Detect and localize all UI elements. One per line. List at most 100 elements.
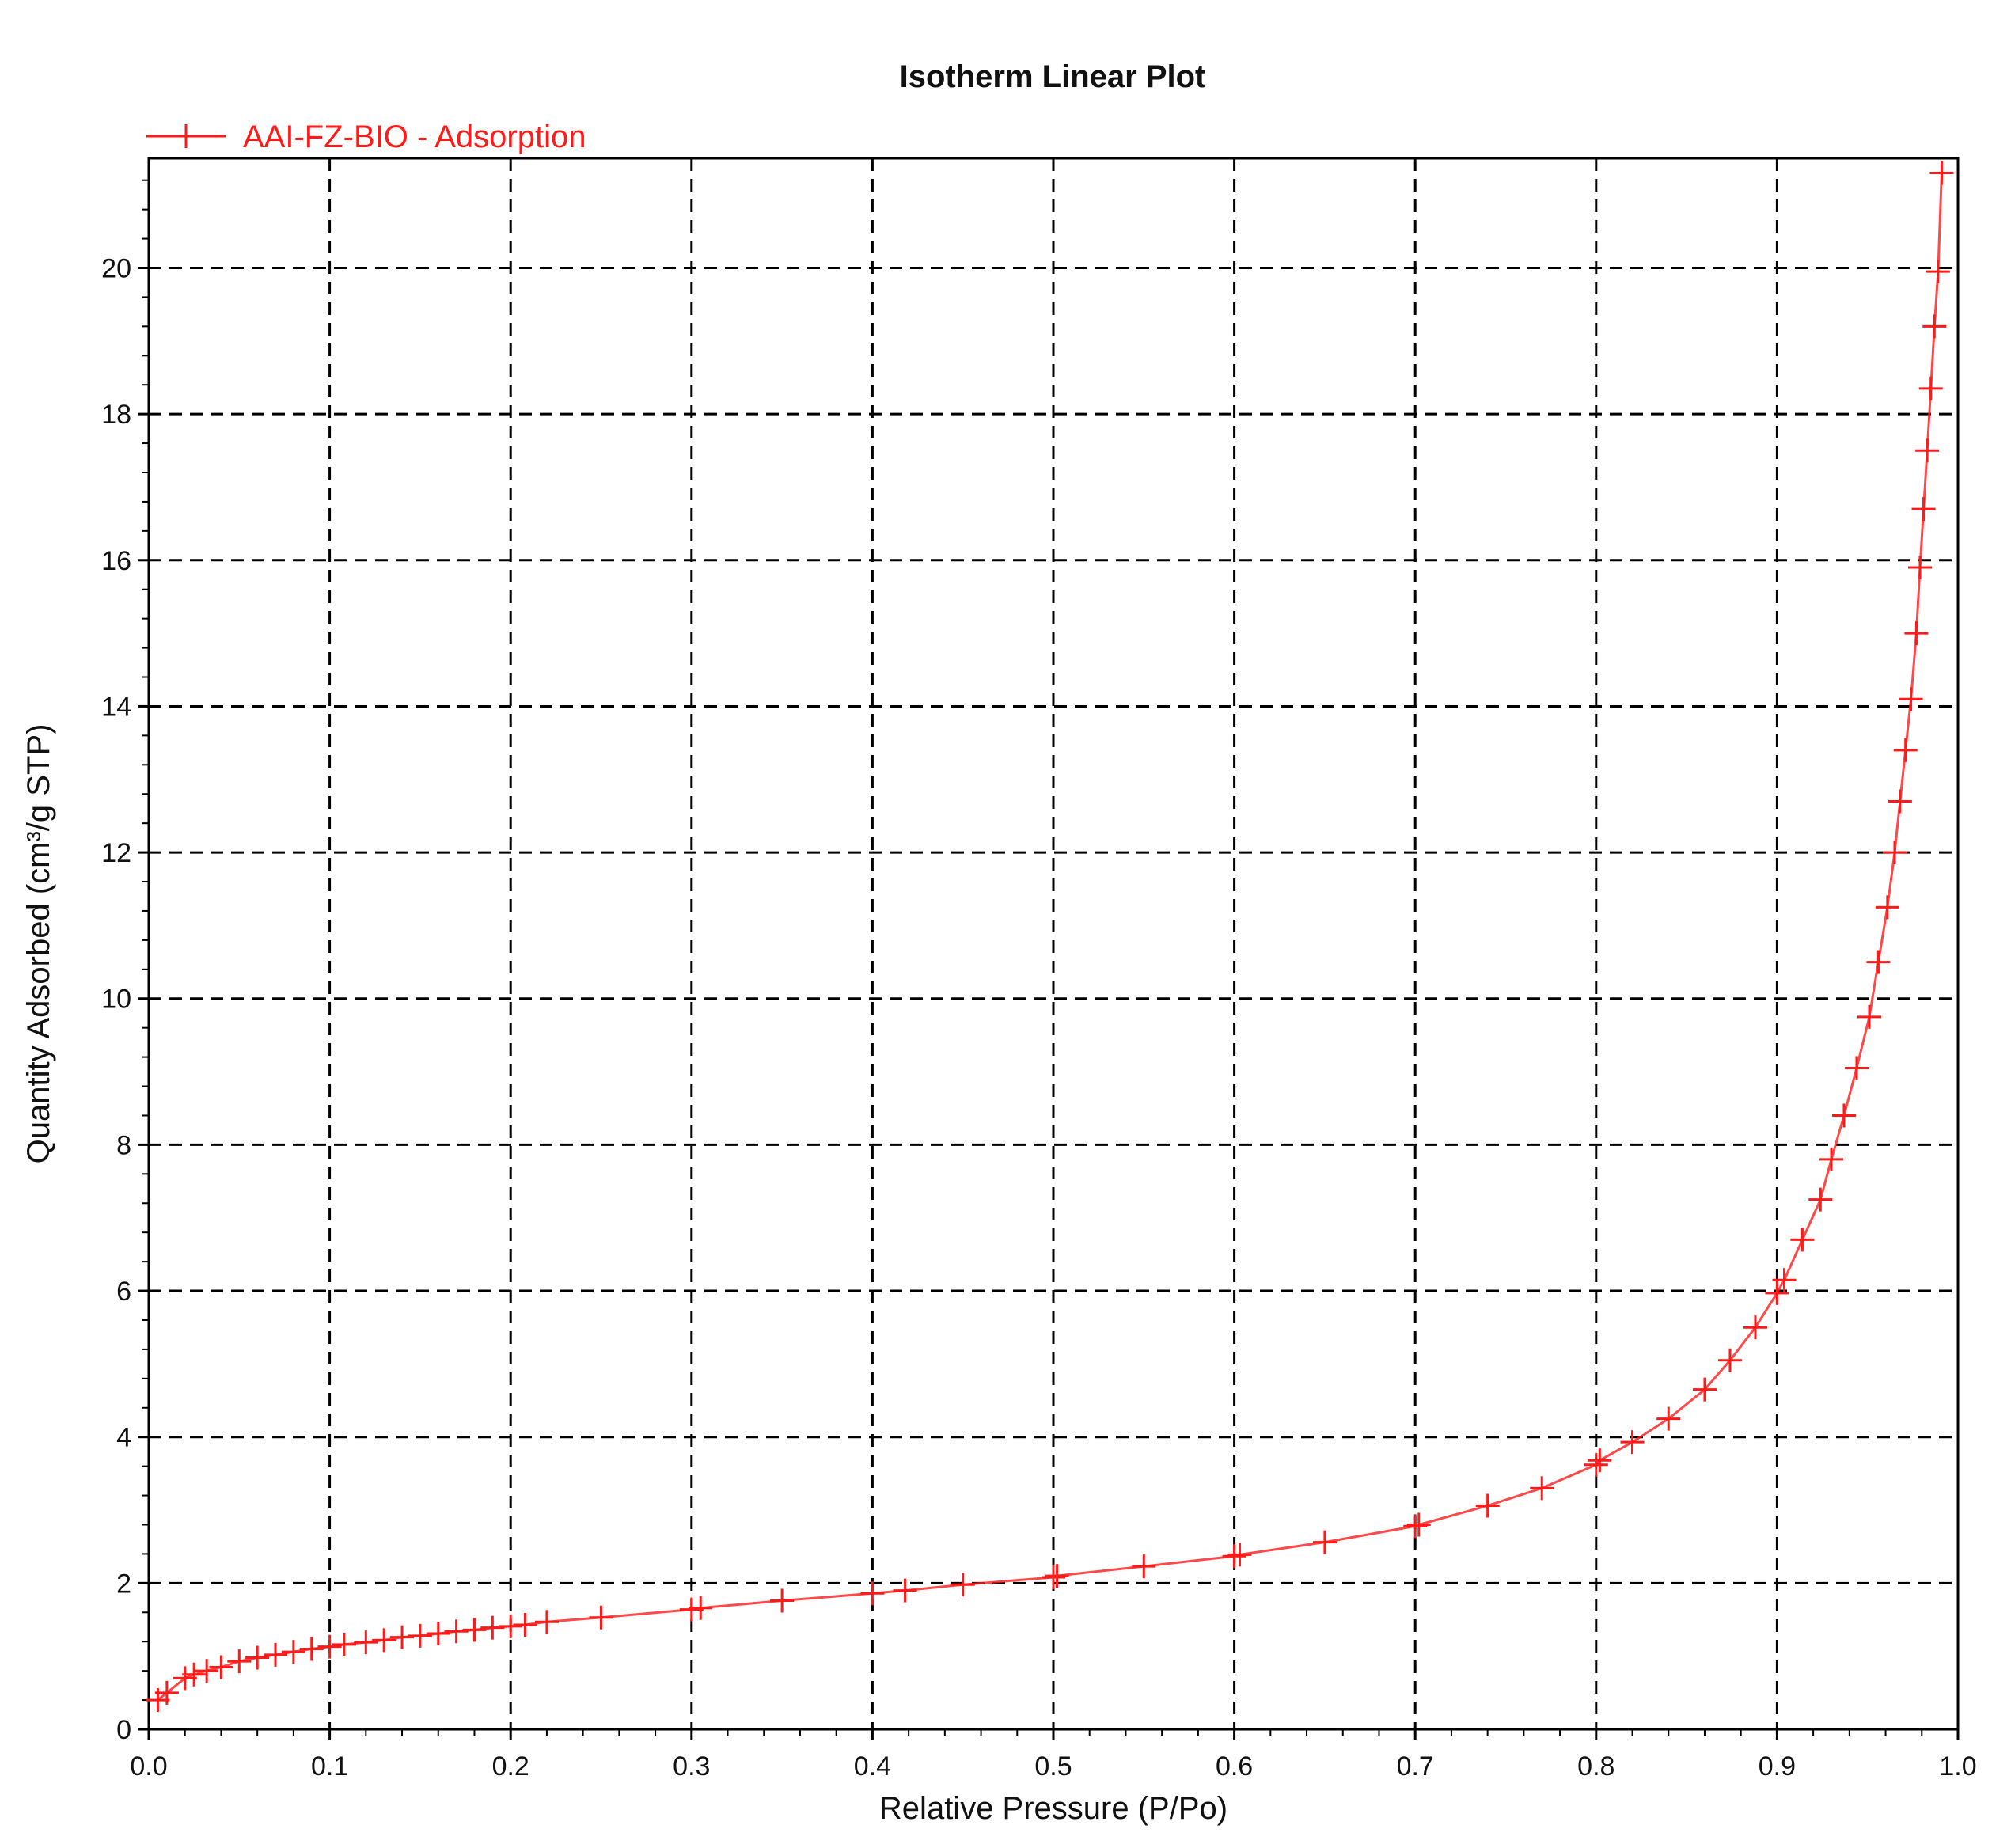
data-point-marker — [1922, 314, 1947, 339]
y-tick-label: 14 — [101, 692, 131, 722]
data-point-marker — [513, 1612, 537, 1637]
data-point-marker — [1904, 621, 1929, 646]
data-point-marker — [1588, 1448, 1612, 1473]
data-point-marker — [1042, 1565, 1065, 1589]
data-point-marker — [154, 1680, 179, 1705]
data-point-marker — [1790, 1228, 1815, 1252]
data-point-marker — [499, 1614, 523, 1638]
y-tick-label: 20 — [101, 253, 131, 283]
data-point-marker — [1929, 161, 1954, 185]
data-point-marker — [1831, 1103, 1856, 1128]
y-tick-label: 12 — [101, 838, 131, 868]
data-point-marker — [1743, 1315, 1767, 1340]
x-tick-label: 0.8 — [1577, 1751, 1614, 1782]
data-point-marker — [1227, 1543, 1252, 1567]
data-point-marker — [354, 1630, 378, 1655]
data-point-marker — [1312, 1530, 1337, 1554]
data-point-marker — [182, 1662, 207, 1687]
data-point-marker — [1403, 1514, 1428, 1539]
data-point-marker — [408, 1623, 432, 1648]
data-point-marker — [1911, 497, 1936, 522]
data-point-marker — [462, 1618, 487, 1642]
series-layer — [146, 161, 1954, 1713]
x-tick-label: 0.9 — [1759, 1751, 1796, 1782]
y-tick-label: 2 — [116, 1569, 131, 1599]
x-tick-label: 0.7 — [1397, 1751, 1434, 1782]
plot-frame — [147, 157, 1960, 1731]
data-point-marker — [390, 1625, 415, 1649]
x-tick-label: 0.1 — [311, 1751, 348, 1782]
data-point-marker — [1765, 1281, 1789, 1305]
data-point-marker — [372, 1628, 397, 1653]
y-tick-label: 6 — [116, 1277, 131, 1307]
x-tick-label: 0.2 — [492, 1751, 529, 1782]
y-tick-label: 4 — [116, 1423, 131, 1453]
data-point-marker — [227, 1649, 252, 1674]
data-point-marker — [1692, 1377, 1717, 1402]
data-point-marker — [299, 1637, 324, 1661]
legend: AAI-FZ-BIO - Adsorption — [146, 120, 586, 154]
x-tick-label: 0.5 — [1034, 1751, 1072, 1782]
x-tick-label: 0.3 — [673, 1751, 710, 1782]
y-tick-label: 16 — [101, 546, 131, 576]
data-point-marker — [1222, 1544, 1246, 1569]
data-point-marker — [1899, 687, 1923, 711]
data-point-marker — [1475, 1493, 1500, 1518]
x-axis-label: Relative Pressure (P/Po) — [879, 1791, 1227, 1826]
data-point-marker — [332, 1632, 356, 1656]
data-point-marker — [1406, 1512, 1431, 1537]
grid-layer — [149, 158, 1958, 1729]
x-tick-label: 0.6 — [1216, 1751, 1253, 1782]
data-point-marker — [1045, 1564, 1069, 1588]
data-point-marker — [893, 1578, 917, 1603]
data-point-marker — [1888, 789, 1912, 814]
data-point-marker — [317, 1634, 342, 1659]
data-point-marker — [281, 1640, 305, 1664]
y-tick-label: 0 — [116, 1715, 131, 1745]
data-point-marker — [1656, 1406, 1681, 1431]
y-axis-label: Quantity Adsorbed (cm³/g STP) — [21, 724, 56, 1164]
y-tick-label: 10 — [101, 985, 131, 1015]
data-point-marker — [1772, 1268, 1797, 1292]
data-point-marker — [589, 1605, 613, 1630]
data-point-marker — [534, 1610, 559, 1634]
data-point-marker — [1882, 841, 1907, 865]
data-point-marker — [1918, 376, 1943, 400]
data-point-marker — [1907, 556, 1932, 580]
data-point-marker — [1844, 1056, 1869, 1080]
data-point-marker — [1875, 895, 1899, 920]
chart-title: Isotherm Linear Plot — [900, 59, 1206, 94]
data-point-marker — [426, 1622, 450, 1646]
x-tick-label: 0.4 — [854, 1751, 891, 1782]
data-point-marker — [1819, 1147, 1843, 1171]
y-tick-label: 8 — [116, 1130, 131, 1160]
data-point-marker — [689, 1596, 713, 1620]
x-tick-labels: 0.0 0.1 0.2 0.3 0.4 0.5 0.6 0.7 0.8 0.9 1.0 — [130, 1751, 1976, 1782]
data-point-marker — [1620, 1430, 1645, 1455]
x-tick-label: 1.0 — [1939, 1751, 1976, 1782]
data-point-marker — [860, 1581, 885, 1606]
y-tick-labels: 0 2 4 6 8 10 12 14 16 18 20 — [101, 253, 131, 1745]
data-point-marker — [1857, 1004, 1881, 1029]
data-point-marker — [1132, 1554, 1156, 1579]
data-point-marker — [1808, 1187, 1833, 1212]
data-point-marker — [1866, 950, 1891, 974]
legend-entry: AAI-FZ-BIO - Adsorption — [243, 120, 586, 154]
data-point-marker — [480, 1615, 505, 1640]
data-point-marker — [264, 1642, 288, 1667]
data-point-marker — [1915, 438, 1940, 463]
data-point-marker — [195, 1659, 219, 1683]
data-point-marker — [1926, 260, 1950, 284]
data-point-marker — [950, 1573, 975, 1597]
data-point-marker — [209, 1655, 233, 1679]
data-point-marker — [770, 1588, 795, 1613]
data-point-marker — [1530, 1476, 1554, 1501]
y-tick-label: 18 — [101, 400, 131, 430]
data-point-marker — [245, 1645, 270, 1670]
data-point-marker — [1584, 1452, 1608, 1477]
data-point-marker — [1893, 738, 1918, 762]
data-point-marker — [1717, 1348, 1742, 1372]
